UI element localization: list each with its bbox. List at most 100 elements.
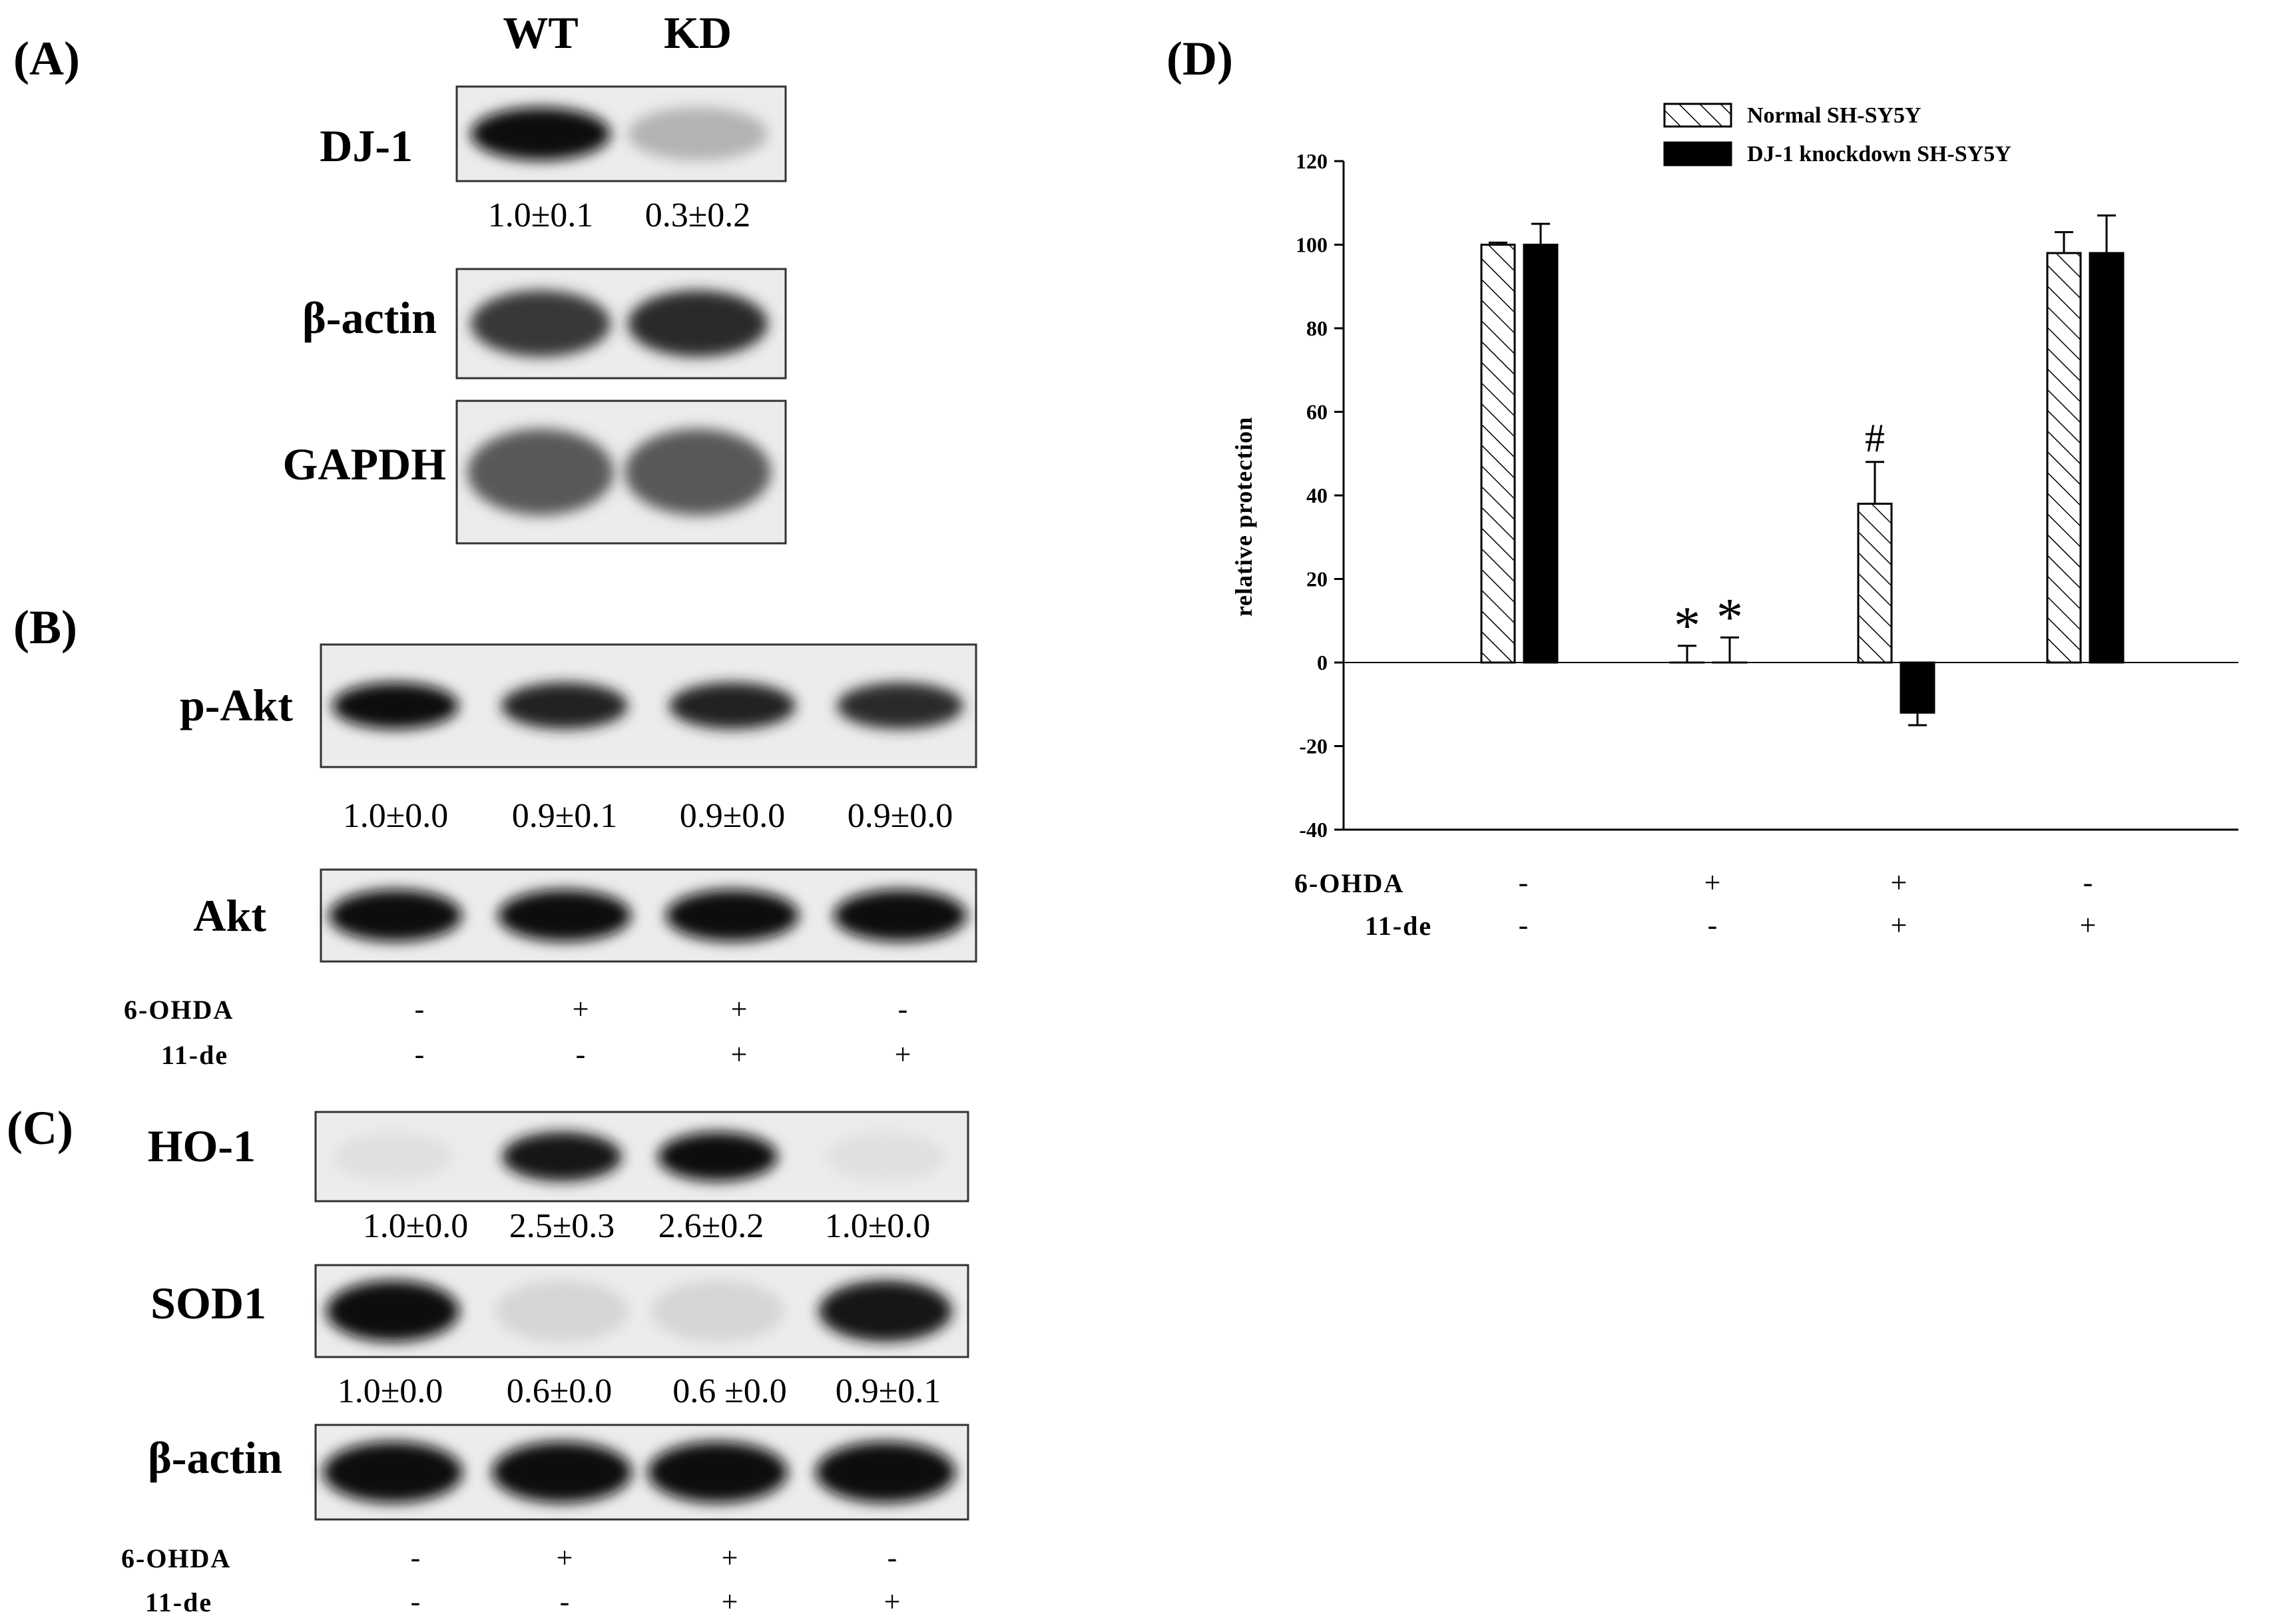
quant-p-akt-4: 0.9±0.0 [848,797,953,835]
quant-dj1-kd: 0.3±0.2 [645,196,751,234]
sign-b-2-3: + [731,1038,748,1071]
treatment-label-11de-c: 11-de [145,1587,212,1617]
error-bar-knockdown-4 [2097,214,2116,254]
sign-c-1-1: - [411,1541,421,1574]
sign-d-2-3: + [1891,909,1907,942]
band-sod1-lane-2 [495,1280,629,1342]
bar-knockdown-4 [2089,252,2125,664]
quant-p-akt-1: 1.0±0.0 [343,797,449,835]
panel-label-c: (C) [7,1101,73,1155]
quant-sod1-3: 0.6 ±0.0 [672,1372,787,1410]
blot-label-beta-actin-c: β-actin [148,1432,282,1483]
sign-c-1-2: + [557,1541,573,1574]
treatment-signs-b: - + + - - - + + [415,993,911,1071]
band-ho1-lane-1 [333,1132,453,1181]
bar-normal-4 [2046,252,2082,664]
quant-ho1-1: 1.0±0.0 [363,1207,469,1245]
blot-label-akt: Akt [193,890,266,941]
blot-label-ho1: HO-1 [148,1121,256,1171]
sign-c-1-3: + [722,1541,738,1574]
lane-label-wt: WT [503,7,578,58]
blot-label-dj1: DJ-1 [320,121,413,171]
error-bar-knockdown-3 [1908,712,1927,726]
band-akt-lane-2 [498,890,631,942]
bar-normal-3 [1857,503,1893,664]
legend-label-normal: Normal SH-SY5Y [1747,103,1921,128]
panel-b: p-Akt 1.0±0.0 0.9±0.1 0.9±0.0 0.9±0.0 Ak… [124,643,977,1071]
sign-b-2-1: - [415,1038,425,1071]
bands-sod1 [326,1280,952,1342]
bar-normal-1 [1480,244,1516,664]
legend-swatch-normal [1663,103,1732,128]
lane-label-kd: KD [664,7,732,58]
quant-sod1-4: 0.9±0.1 [836,1372,941,1410]
panel-label-d: (D) [1166,32,1233,85]
bands-gapdh [467,429,771,515]
band-beta-actin-a-lane-1 [471,290,611,357]
chart-axes: -40 -20 0 20 40 60 80 100 120 [1296,149,2238,842]
sign-b-1-3: + [731,993,748,1025]
quant-ho1-2: 2.5±0.3 [509,1207,615,1245]
sign-d-2-4: + [2080,909,2097,942]
band-p-akt-lane-1 [332,682,459,729]
y-tick-label--20: -20 [1299,734,1328,758]
annotation-3: # [1865,416,1885,460]
quant-p-akt-3: 0.9±0.0 [680,797,786,835]
treatment-signs-d: - + + - - - + + [1519,866,2097,942]
y-tick-label-80: 80 [1306,316,1328,340]
error-bar-normal-4 [2055,231,2073,254]
bands-beta-actin-a [471,290,768,357]
error-bar-normal-1 [1489,241,1507,245]
band-sod1-lane-3 [651,1280,784,1342]
quant-sod1-1: 1.0±0.0 [338,1372,443,1410]
sign-c-2-2: - [560,1585,570,1618]
annotation-2: * [1716,588,1743,647]
panel-d-chart: Normal SH-SY5Y DJ-1 knockdown SH-SY5Y re… [1230,103,2238,942]
quant-ho1-3: 2.6±0.2 [658,1207,764,1245]
treatment-signs-c: - + + - - - + + [411,1541,901,1618]
sign-d-1-2: + [1704,866,1721,899]
band-ho1-lane-2 [502,1132,622,1181]
y-tick-label-60: 60 [1306,400,1328,424]
band-sod1-lane-1 [326,1280,459,1342]
error-bar-normal-3 [1866,461,1884,504]
sign-d-2-2: - [1708,909,1718,942]
treatment-label-11de-b: 11-de [161,1040,228,1070]
legend-swatch-knockdown [1663,141,1732,166]
blot-label-gapdh: GAPDH [282,439,446,489]
band-p-akt-lane-3 [669,682,796,729]
y-tick-label-0: 0 [1317,651,1328,675]
y-tick-label-100: 100 [1296,233,1328,257]
error-bar-knockdown-1 [1531,222,1550,245]
bar-knockdown-1 [1523,244,1559,664]
bands-beta-actin-c [323,1442,955,1503]
blot-label-beta-actin-a: β-actin [302,292,437,343]
sign-b-1-1: - [415,993,425,1025]
band-dj1-lane-2 [628,107,768,160]
sign-c-1-4: - [887,1541,897,1574]
band-akt-lane-4 [834,890,967,942]
y-tick-label-40: 40 [1306,483,1328,507]
y-axis-label: relative protection [1230,417,1257,617]
treatment-label-11de-d: 11-de [1365,911,1432,941]
error-bar-normal-2 [1678,645,1696,663]
band-akt-lane-1 [329,890,462,942]
error-bar-knockdown-2 [1720,636,1739,663]
band-gapdh-lane-1 [467,429,614,515]
treatment-label-6ohda-d: 6-OHDA [1294,868,1404,898]
sign-b-1-4: - [898,993,908,1025]
blot-label-p-akt: p-Akt [180,680,293,730]
sign-b-1-2: + [573,993,589,1025]
band-ho1-lane-4 [826,1132,945,1181]
quant-dj1-wt: 1.0±0.1 [488,196,594,234]
band-ho1-lane-3 [658,1132,778,1181]
band-gapdh-lane-2 [625,429,771,515]
band-beta-actin-a-lane-2 [628,290,768,357]
sign-c-2-4: + [884,1585,901,1618]
sign-d-2-1: - [1519,909,1529,942]
quant-ho1-4: 1.0±0.0 [825,1207,931,1245]
bar-knockdown-3 [1900,661,1935,714]
bands-dj1 [471,107,768,160]
panel-label-a: (A) [13,32,80,85]
